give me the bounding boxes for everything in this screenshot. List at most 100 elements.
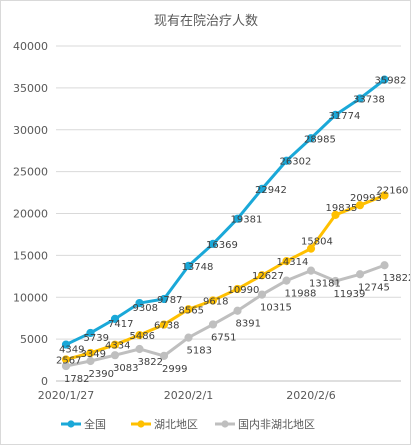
- y-tick-label: 25000: [13, 166, 48, 179]
- data-label: 6751: [211, 332, 236, 343]
- y-tick-label: 15000: [13, 249, 48, 262]
- data-point: [306, 266, 316, 275]
- data-point: [233, 306, 242, 315]
- data-point: [355, 94, 365, 103]
- data-point: [233, 214, 242, 223]
- data-label: 20993: [350, 193, 382, 204]
- data-label: 16369: [206, 240, 238, 251]
- data-point: [331, 210, 340, 219]
- data-label: 5739: [84, 333, 109, 344]
- series-line: [65, 263, 386, 368]
- data-label: 28985: [304, 134, 336, 145]
- data-label: 2390: [89, 369, 114, 380]
- data-point: [331, 276, 340, 286]
- data-point: [306, 134, 316, 143]
- data-label: 19381: [231, 215, 263, 226]
- data-label: 13181: [309, 279, 341, 290]
- data-label: 31774: [329, 111, 361, 122]
- data-point: [257, 290, 267, 299]
- data-label: 6738: [154, 321, 179, 332]
- data-label: 15804: [301, 237, 333, 248]
- data-label: 12745: [358, 282, 390, 293]
- data-label: 2567: [56, 356, 81, 367]
- data-label: 2999: [162, 364, 187, 375]
- data-point: [110, 351, 120, 360]
- data-label: 8391: [236, 319, 261, 330]
- legend: 全国 湖北地区 国内非湖北地区: [61, 417, 315, 431]
- data-label: 22942: [255, 185, 287, 196]
- data-label: 7417: [108, 319, 133, 330]
- data-point: [110, 314, 120, 323]
- x-tick-label: 2020/2/1: [164, 389, 213, 402]
- data-label: 3822: [138, 357, 163, 368]
- data-point: [61, 361, 71, 371]
- series-layer: [61, 75, 389, 371]
- data-label: 26302: [280, 157, 312, 168]
- data-label: 10990: [228, 285, 260, 296]
- data-point: [331, 110, 340, 119]
- data-point: [380, 191, 389, 200]
- axes: 0 5000 10000 15000 20000 25000 30000 35000 40000…: [13, 40, 401, 402]
- data-point: [184, 333, 193, 342]
- data-point: [159, 320, 169, 329]
- data-label: 13748: [182, 262, 214, 273]
- data-label: 33738: [353, 94, 385, 105]
- y-tick-label: 30000: [13, 124, 48, 137]
- data-point: [135, 330, 144, 340]
- y-tick-label: 10000: [13, 291, 48, 304]
- legend-label: 湖北地区: [154, 418, 198, 431]
- data-point: [257, 271, 267, 280]
- legend-marker: [137, 420, 145, 428]
- data-label: 19835: [326, 203, 358, 214]
- y-tick-label: 35000: [13, 82, 48, 95]
- data-point: [135, 344, 144, 354]
- legend-label: 全国: [84, 417, 106, 431]
- data-point: [380, 75, 389, 84]
- x-tick-label: 2020/2/6: [286, 389, 335, 402]
- legend-label: 国内非湖北地区: [238, 417, 315, 431]
- data-point: [233, 284, 242, 294]
- x-tick-label: 2020/1/27: [38, 389, 94, 402]
- data-point: [135, 298, 144, 308]
- data-label: 9308: [133, 303, 158, 314]
- y-tick-label: 0: [41, 375, 48, 388]
- y-tick-label: 40000: [13, 40, 48, 53]
- data-label: 14314: [277, 257, 309, 268]
- data-point: [355, 270, 365, 279]
- data-point: [159, 351, 169, 360]
- data-label: 5486: [130, 331, 155, 342]
- data-label: 3083: [113, 363, 138, 374]
- data-point: [86, 348, 95, 358]
- data-label: 4349: [59, 345, 84, 356]
- data-label: 11988: [285, 289, 317, 300]
- data-point: [208, 239, 218, 249]
- data-point: [208, 320, 218, 329]
- data-point: [184, 305, 193, 314]
- data-label: 11939: [334, 289, 366, 300]
- gridlines: [56, 45, 401, 340]
- data-label: 10315: [260, 303, 292, 314]
- series-line: [65, 78, 386, 346]
- data-point: [282, 276, 291, 285]
- data-point: [257, 184, 267, 193]
- data-label: 3349: [81, 349, 106, 360]
- data-point: [86, 328, 95, 338]
- y-tick-label: 5000: [20, 333, 48, 346]
- data-point: [355, 201, 365, 210]
- data-label: 9618: [203, 296, 228, 307]
- data-label: 1782: [64, 374, 89, 385]
- data-label: 8565: [179, 305, 204, 316]
- data-point: [61, 340, 71, 349]
- data-label: 22160: [377, 185, 409, 196]
- data-point: [159, 294, 169, 304]
- data-label: 4334: [105, 341, 130, 352]
- data-label: 12627: [252, 271, 284, 282]
- data-point: [86, 356, 95, 366]
- data-label: 35982: [375, 76, 407, 87]
- data-point: [282, 257, 291, 266]
- legend-marker: [67, 420, 75, 428]
- data-point: [184, 261, 193, 270]
